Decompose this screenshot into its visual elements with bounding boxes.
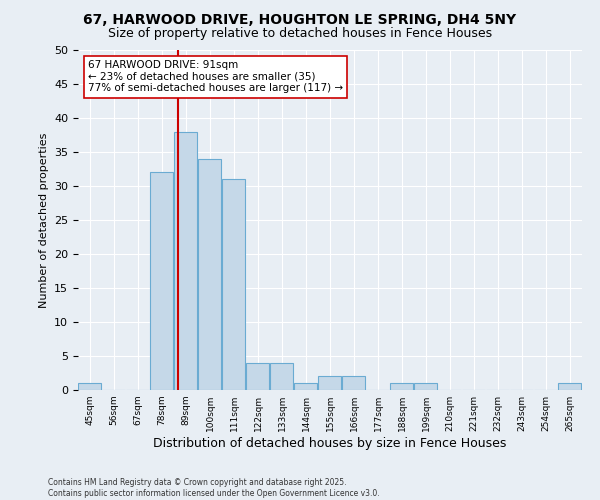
Bar bbox=[150, 172, 173, 390]
Bar bbox=[342, 376, 365, 390]
Bar bbox=[318, 376, 341, 390]
Bar bbox=[270, 363, 293, 390]
Text: Contains HM Land Registry data © Crown copyright and database right 2025.
Contai: Contains HM Land Registry data © Crown c… bbox=[48, 478, 380, 498]
Bar bbox=[414, 383, 437, 390]
Text: Size of property relative to detached houses in Fence Houses: Size of property relative to detached ho… bbox=[108, 28, 492, 40]
Bar bbox=[174, 132, 197, 390]
Bar bbox=[390, 383, 413, 390]
X-axis label: Distribution of detached houses by size in Fence Houses: Distribution of detached houses by size … bbox=[154, 437, 506, 450]
Bar bbox=[558, 383, 581, 390]
Text: 67, HARWOOD DRIVE, HOUGHTON LE SPRING, DH4 5NY: 67, HARWOOD DRIVE, HOUGHTON LE SPRING, D… bbox=[83, 12, 517, 26]
Y-axis label: Number of detached properties: Number of detached properties bbox=[38, 132, 49, 308]
Text: 67 HARWOOD DRIVE: 91sqm
← 23% of detached houses are smaller (35)
77% of semi-de: 67 HARWOOD DRIVE: 91sqm ← 23% of detache… bbox=[88, 60, 343, 94]
Bar bbox=[78, 383, 101, 390]
Bar bbox=[222, 179, 245, 390]
Bar bbox=[294, 383, 317, 390]
Bar bbox=[246, 363, 269, 390]
Bar bbox=[198, 159, 221, 390]
